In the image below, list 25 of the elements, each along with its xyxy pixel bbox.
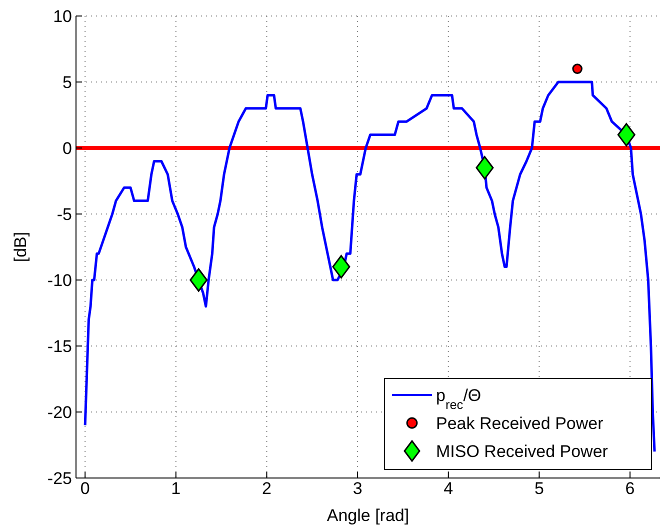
point — [617, 123, 636, 147]
y-tick-label: -15 — [47, 337, 72, 356]
x-tick-label: 1 — [171, 479, 181, 498]
x-tick-label: 5 — [534, 479, 544, 498]
y-tick-label: -5 — [56, 205, 72, 224]
point — [572, 64, 582, 74]
x-tick-label: 2 — [262, 479, 272, 498]
legend-label: MISO Received Power — [436, 442, 608, 461]
y-axis-title: [dB] — [11, 232, 30, 262]
y-tick-label: 5 — [62, 73, 72, 92]
x-tick-label: 6 — [625, 479, 635, 498]
x-tick-label: 3 — [352, 479, 362, 498]
x-tick-label: 4 — [444, 479, 454, 498]
point — [190, 268, 208, 292]
x-axis-title: Angle [rad] — [326, 506, 410, 525]
point — [476, 156, 494, 180]
y-tick-label: -20 — [47, 403, 72, 422]
legend-label: Peak Received Power — [436, 414, 604, 433]
legend-label: p$_{rec}$/Θ — [436, 386, 482, 412]
y-tick-label: -10 — [47, 271, 72, 290]
x-tick-label: 0 — [80, 479, 90, 498]
y-tick-label: 10 — [53, 7, 72, 26]
y-tick-label: -25 — [47, 469, 72, 488]
y-tick-label: 0 — [62, 139, 72, 158]
point — [332, 255, 350, 279]
